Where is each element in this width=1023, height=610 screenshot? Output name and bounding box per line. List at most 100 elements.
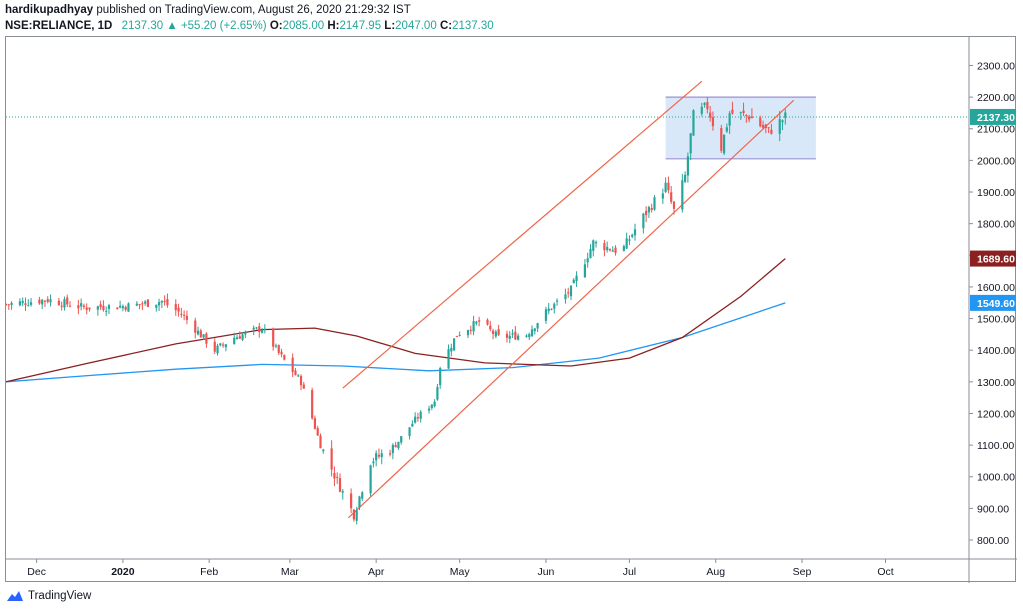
y-tick-label: 1400.00 <box>977 345 1015 357</box>
candle <box>313 415 317 430</box>
candle <box>433 399 436 408</box>
candle <box>684 171 687 184</box>
candle <box>681 173 684 213</box>
candle <box>199 328 202 338</box>
candle <box>272 327 275 351</box>
candle <box>739 111 742 120</box>
tradingview-brand[interactable]: TradingView <box>28 590 92 602</box>
candle <box>160 300 163 309</box>
price-label: 1549.60 <box>977 298 1015 310</box>
candle <box>7 303 10 310</box>
publish-text: published on TradingView.com, August 26,… <box>93 4 411 16</box>
candle <box>291 353 294 377</box>
candle <box>46 296 49 304</box>
x-tick-label: Oct <box>877 566 893 578</box>
candle <box>352 508 356 522</box>
candle <box>505 330 509 343</box>
symbol-name: NSE:RELIANCE, 1D <box>5 20 113 32</box>
sma-fast-line <box>6 302 786 383</box>
candle <box>525 334 528 338</box>
candle <box>6 303 8 306</box>
tradingview-logo-icon[interactable] <box>6 589 24 603</box>
candle <box>555 298 559 306</box>
candle <box>592 239 595 257</box>
candle <box>163 295 166 306</box>
candle <box>650 203 653 213</box>
candle <box>60 301 63 311</box>
candle <box>274 343 278 349</box>
candle <box>82 303 86 310</box>
candle <box>121 304 124 312</box>
candle <box>589 244 592 259</box>
candle <box>614 245 617 256</box>
chart-header: hardikupadhyay published on TradingView.… <box>5 3 494 37</box>
candle <box>508 331 511 344</box>
candle <box>138 304 141 310</box>
channel-upper-line <box>342 80 703 389</box>
candle <box>394 441 397 448</box>
candle <box>135 301 138 307</box>
candle <box>653 195 656 211</box>
y-tick-label: 1800.00 <box>977 219 1015 231</box>
candle <box>784 109 787 125</box>
sma-slow-line <box>6 258 786 383</box>
price-chart[interactable]: 2300.00 2200.00 2100.00 2000.00 1900.00 1800.… <box>6 37 1017 583</box>
high-label: H: <box>327 20 340 32</box>
candle <box>202 334 205 340</box>
candle <box>85 303 88 315</box>
candle <box>547 303 550 315</box>
candle <box>10 301 13 310</box>
candle <box>319 433 322 449</box>
close-label: C: <box>439 20 453 32</box>
candle <box>141 301 144 311</box>
candle <box>453 338 456 352</box>
candle <box>661 188 664 204</box>
candle <box>564 288 567 304</box>
x-tick-label: Dec <box>27 566 46 578</box>
candle <box>244 330 247 339</box>
x-tick-label: Sep <box>793 566 812 578</box>
candle <box>731 101 734 115</box>
candle <box>235 335 239 340</box>
candle <box>341 488 344 500</box>
candle <box>631 233 634 239</box>
candle <box>174 299 177 316</box>
candle <box>544 306 548 324</box>
candle <box>647 205 651 218</box>
candle <box>338 473 342 493</box>
candle <box>700 102 703 117</box>
candle <box>185 310 189 325</box>
candle <box>606 241 609 253</box>
candle <box>572 278 575 284</box>
chart-frame[interactable]: 2300.00 2200.00 2100.00 2000.00 1900.00 1800.… <box>5 36 1017 583</box>
candle <box>594 240 598 248</box>
candle <box>277 344 280 356</box>
candle <box>427 405 431 414</box>
candle <box>550 308 553 311</box>
candle <box>533 327 536 335</box>
candle <box>166 293 169 308</box>
candle <box>252 325 255 336</box>
footer: TradingView <box>6 587 91 605</box>
y-tick-label: 1000.00 <box>977 472 1015 484</box>
candle <box>299 374 303 391</box>
low-value: 2047.00 <box>395 20 437 32</box>
candle <box>105 306 108 317</box>
candle <box>388 449 392 457</box>
candle <box>375 450 378 467</box>
candle <box>146 299 150 308</box>
candle <box>466 329 470 339</box>
y-tick-label: 1300.00 <box>977 377 1015 389</box>
candle <box>280 348 283 358</box>
x-tick-label: Feb <box>200 566 218 578</box>
author-name[interactable]: hardikupadhyay <box>5 4 94 16</box>
candle <box>742 102 745 116</box>
candle <box>494 329 497 339</box>
y-tick-label: 2200.00 <box>977 92 1015 104</box>
candle <box>180 307 183 318</box>
candle <box>450 343 453 357</box>
price-change: +55.20 (+2.65%) <box>180 20 267 32</box>
candle <box>99 300 102 311</box>
candle <box>155 304 158 312</box>
candle <box>530 325 534 338</box>
